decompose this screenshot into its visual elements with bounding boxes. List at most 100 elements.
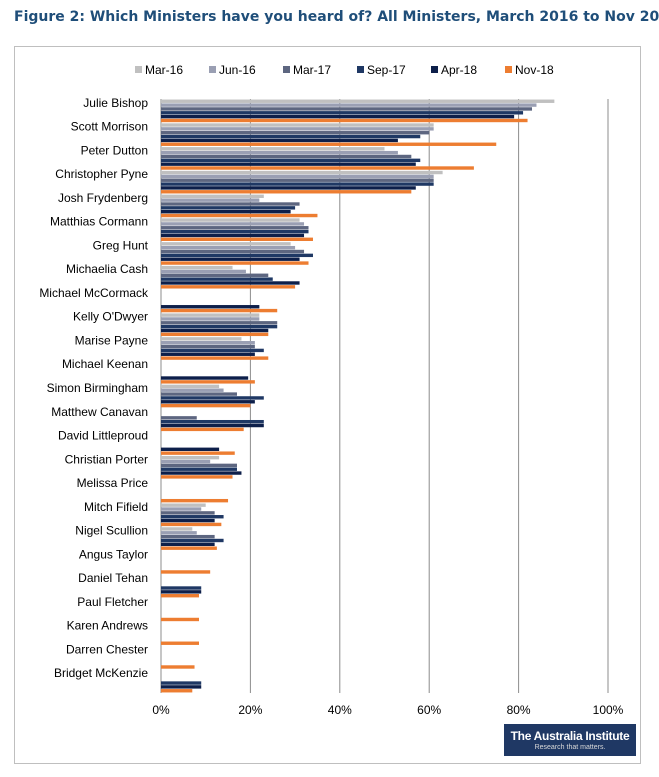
bar: [161, 681, 202, 685]
category-label: Michael Keenan: [62, 357, 148, 371]
bar: [161, 341, 255, 345]
bar: [161, 515, 224, 519]
bar: [161, 689, 193, 693]
category-label: Bridget McKenzie: [54, 666, 148, 680]
bar: [161, 332, 269, 337]
bar: [161, 218, 300, 222]
bar: [161, 467, 237, 471]
category-label: Matthew Canavan: [51, 405, 148, 419]
bar: [161, 471, 242, 475]
bar: [161, 475, 233, 479]
bar: [161, 317, 260, 321]
bar: [161, 261, 309, 265]
bar: [161, 685, 202, 689]
category-label: Melissa Price: [77, 476, 149, 490]
legend-label: Nov-18: [515, 63, 554, 77]
category-label: Scott Morrison: [71, 120, 148, 134]
bar: [161, 134, 421, 139]
bar: [161, 253, 313, 258]
legend-swatch: [357, 66, 364, 73]
legend-label: Jun-16: [219, 63, 256, 77]
bar: [161, 534, 215, 539]
australia-institute-logo: The Australia Institute Research that ma…: [504, 724, 636, 756]
chart-frame: [14, 46, 641, 764]
bar: [161, 233, 305, 238]
bar: [161, 328, 269, 333]
legend-label: Apr-18: [441, 63, 477, 77]
category-label: Angus Taylor: [79, 547, 148, 561]
bar: [161, 352, 255, 356]
category-label: Michaelia Cash: [66, 262, 148, 276]
bar: [161, 538, 224, 543]
bar: [161, 531, 197, 535]
bar: [161, 213, 318, 218]
bar: [161, 178, 434, 182]
category-label: Daniel Tehan: [78, 571, 148, 585]
bar: [161, 237, 313, 241]
bar: [161, 594, 199, 598]
legend-swatch: [505, 66, 512, 73]
bar: [161, 392, 237, 396]
bar: [161, 586, 202, 590]
legend-label: Sep-17: [367, 63, 406, 77]
category-label: Greg Hunt: [93, 238, 149, 252]
x-tick-label: 60%: [417, 703, 441, 717]
bar: [161, 158, 421, 163]
bar: [161, 451, 235, 455]
legend-label: Mar-17: [293, 63, 331, 77]
category-label: Josh Frydenberg: [58, 191, 148, 205]
bar: [161, 222, 305, 226]
bar: [161, 273, 269, 277]
category-label: Michael McCormack: [39, 286, 149, 300]
category-label: David Littleproud: [58, 429, 148, 443]
bar: [161, 245, 296, 250]
bar: [161, 344, 255, 349]
category-label: Nigel Scullion: [75, 524, 148, 538]
bar: [161, 665, 195, 669]
bar: [161, 321, 278, 325]
bar: [161, 285, 296, 289]
bar: [161, 114, 515, 119]
bar: [161, 202, 300, 206]
bar: [161, 170, 443, 175]
bar: [161, 503, 206, 507]
legend-swatch: [209, 66, 216, 73]
logo-name: The Australia Institute: [510, 729, 630, 743]
bar: [161, 507, 202, 511]
bar: [161, 380, 255, 384]
bar: [161, 210, 291, 214]
bar: [161, 305, 260, 309]
bar: [161, 641, 199, 645]
bar: [161, 131, 430, 135]
bar: [161, 249, 305, 254]
bar: [161, 206, 296, 210]
x-tick-label: 100%: [593, 703, 624, 717]
bar: [161, 455, 220, 460]
bar: [161, 617, 199, 622]
bar: [161, 337, 242, 341]
bar: [161, 257, 300, 261]
chart-title: Figure 2: Which Ministers have you heard…: [14, 9, 659, 25]
category-label: Karen Andrews: [67, 619, 148, 633]
bar: [161, 324, 278, 329]
bar: [161, 127, 434, 131]
bar: [161, 463, 237, 468]
category-label: Christopher Pyne: [55, 167, 148, 181]
category-label: Paul Fletcher: [77, 595, 148, 609]
logo-tagline: Research that matters.: [534, 744, 606, 751]
x-tick-label: 20%: [238, 703, 262, 717]
legend-label: Mar-16: [145, 63, 183, 77]
bar: [161, 154, 412, 159]
bar: [161, 419, 264, 424]
bar: [161, 99, 555, 103]
bar: [161, 123, 434, 127]
bar: [161, 277, 273, 281]
bar: [161, 138, 398, 143]
category-label: Julie Bishop: [83, 96, 148, 110]
bar: [161, 242, 291, 246]
bar: [161, 226, 309, 230]
category-label: Mitch Fifield: [84, 500, 148, 514]
bar: [161, 546, 217, 550]
x-tick-label: 80%: [507, 703, 531, 717]
